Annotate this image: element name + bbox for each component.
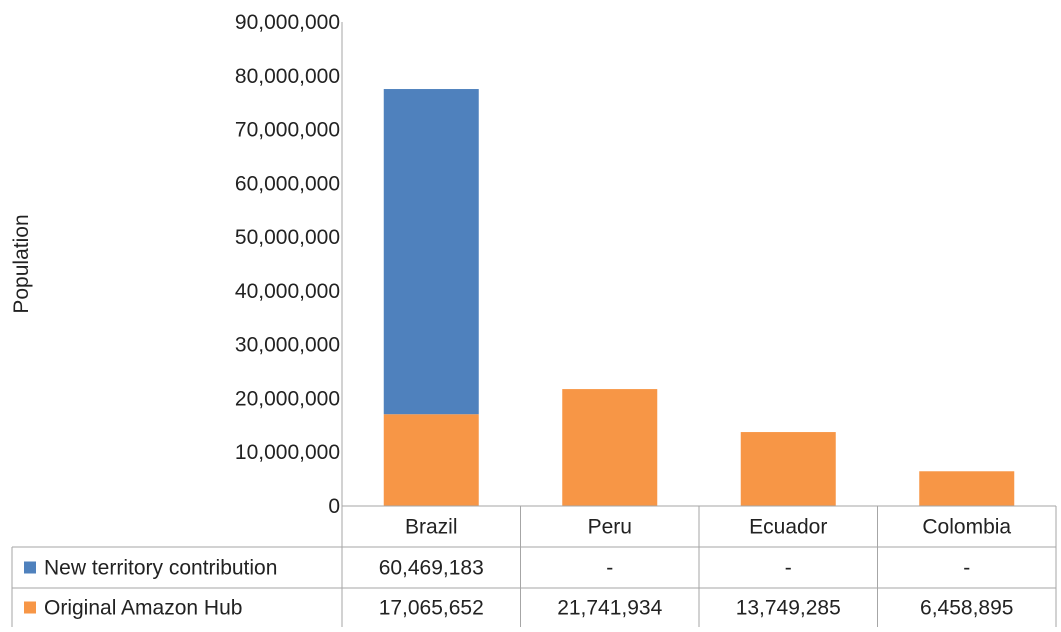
category-label: Brazil [405,516,458,539]
y-tick-label: 30,000,000 [235,334,340,357]
category-label: Colombia [922,516,1011,539]
data-table-value: 60,469,183 [379,557,484,580]
y-tick-label: 70,000,000 [235,119,340,142]
legend-swatch-original-amazon-hub [24,601,36,614]
y-tick-label: 90,000,000 [235,11,340,34]
data-table-value: 13,749,285 [736,597,841,620]
data-table-value: - [606,557,613,580]
y-tick-label: 40,000,000 [235,280,340,303]
y-tick-label: 20,000,000 [235,387,340,410]
bar-original-amazon-hub-brazil [383,414,479,506]
legend-swatch-new-territory-contribution [24,561,36,574]
data-table-value: 6,458,895 [920,597,1013,620]
bar-original-amazon-hub-ecuador [740,432,836,506]
y-axis-title: Population [10,214,33,313]
category-label: Peru [588,516,632,539]
y-tick-label: 60,000,000 [235,172,340,195]
data-table-value: 21,741,934 [557,597,662,620]
y-tick-label: 50,000,000 [235,226,340,249]
data-table-value: 17,065,652 [379,597,484,620]
y-tick-label: 80,000,000 [235,65,340,88]
category-label: Ecuador [749,516,827,539]
bar-original-amazon-hub-colombia [919,471,1015,506]
bar-original-amazon-hub-peru [562,389,658,506]
y-tick-label: 10,000,000 [235,441,340,464]
data-table-value: - [963,557,970,580]
legend-label: New territory contribution [44,557,277,580]
legend-label: Original Amazon Hub [44,597,242,620]
y-tick-label: 0 [328,495,340,518]
bar-new-territory-contribution-brazil [383,89,479,415]
data-table-value: - [785,557,792,580]
